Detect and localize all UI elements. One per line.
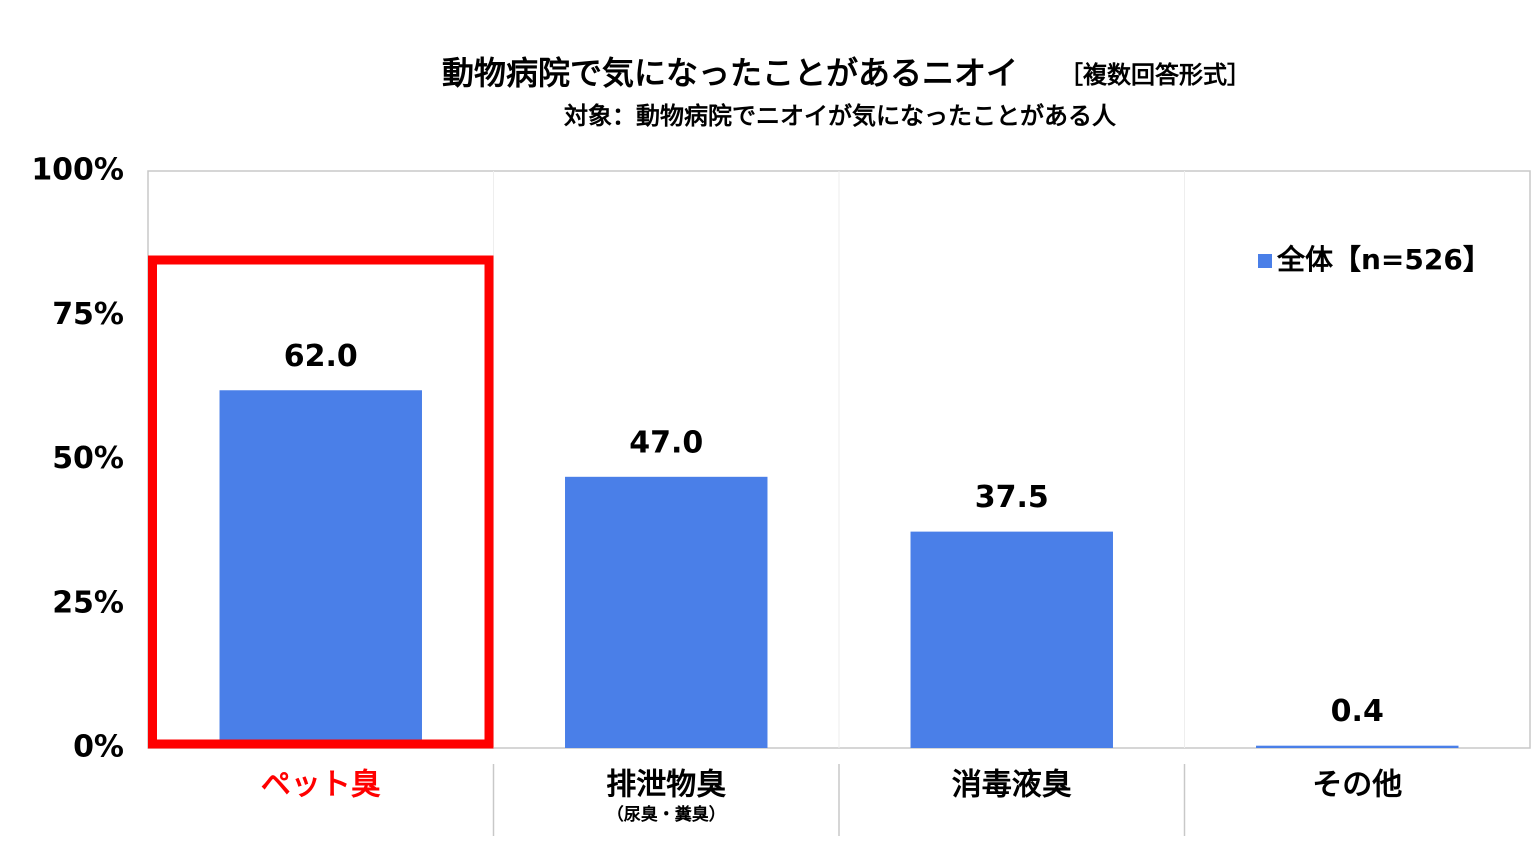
y-tick-label: 0%: [73, 730, 124, 765]
value-label: 47.0: [629, 425, 703, 460]
bar: [1256, 745, 1459, 748]
value-label: 37.5: [975, 480, 1049, 515]
x-tick-label: 排泄物臭: [606, 768, 726, 803]
value-label: 0.4: [1331, 694, 1384, 729]
x-tick-label: 消毒液臭: [952, 768, 1072, 803]
bar: [910, 531, 1113, 748]
legend-swatch: [1258, 254, 1272, 268]
y-tick-label: 25%: [52, 585, 124, 620]
x-tick-label: ペット臭: [261, 768, 381, 803]
highlight-box: [148, 255, 494, 749]
bar: [565, 476, 768, 748]
x-tick-label: その他: [1312, 768, 1402, 803]
y-tick-label: 100%: [31, 153, 124, 188]
chart-subtitle: 対象：動物病院でニオイが気になったことがある人: [564, 102, 1116, 130]
y-tick-label: 75%: [52, 297, 124, 332]
legend-label: 全体【n=526】: [1276, 243, 1491, 276]
value-label: 62.0: [284, 339, 358, 374]
x-tick-sublabel: （尿臭・糞臭）: [607, 804, 726, 825]
chart-title: 動物病院で気になったことがあるニオイ: [442, 54, 1018, 92]
bar: [219, 390, 422, 748]
y-tick-label: 50%: [52, 441, 124, 476]
title-note: ［複数回答形式］: [1059, 61, 1251, 89]
